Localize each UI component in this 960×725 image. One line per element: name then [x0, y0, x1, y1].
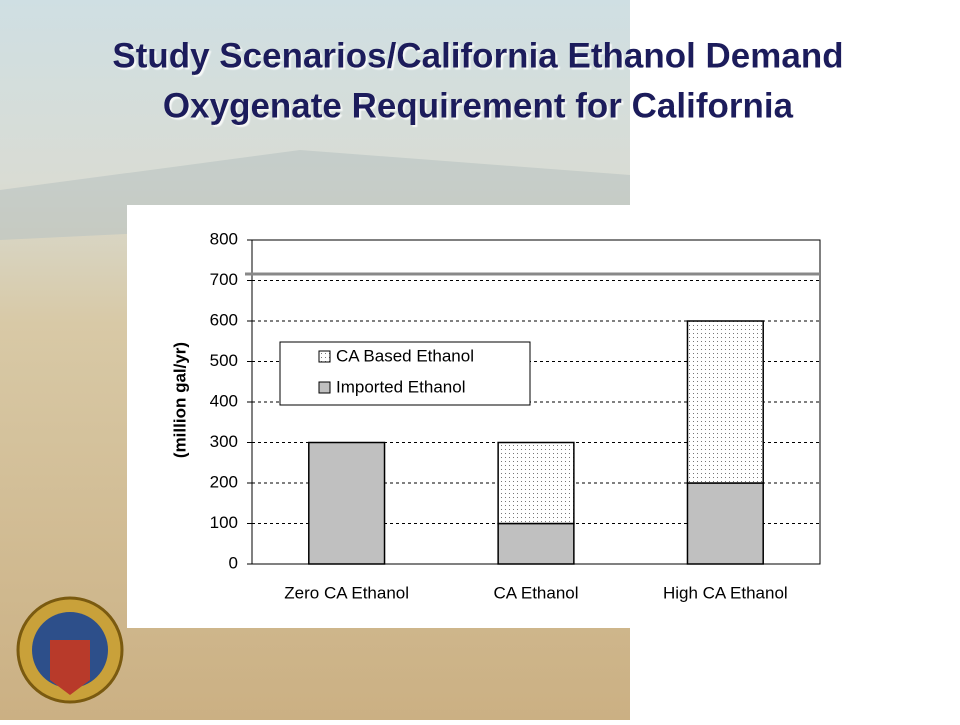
plot-border [251, 239, 821, 565]
y-tick-label: 700 [210, 270, 238, 289]
seal [16, 596, 124, 704]
y-axis-label: (million gal/yr) [170, 342, 189, 458]
y-tick-label: 800 [210, 229, 238, 248]
y-tick-label: 200 [210, 472, 238, 491]
bar-segment [308, 441, 386, 565]
bar-segment [686, 320, 764, 484]
legend-swatch [318, 381, 331, 394]
x-tick-label: High CA Ethanol [663, 583, 788, 602]
y-tick-label: 500 [210, 351, 238, 370]
title-line: Oxygenate Requirement for California [163, 86, 794, 125]
bar-segment [497, 522, 575, 565]
y-tick-label: 400 [210, 391, 238, 410]
x-tick-label: CA Ethanol [493, 583, 578, 602]
legend-swatch [318, 350, 331, 363]
y-tick-label: 300 [210, 432, 238, 451]
legend-label: Imported Ethanol [336, 377, 465, 396]
y-tick-label: 100 [210, 513, 238, 532]
y-tick-label: 600 [210, 310, 238, 329]
y-tick-label: 0 [229, 553, 238, 572]
bar-segment [497, 441, 575, 525]
bar-segment [686, 482, 764, 565]
x-tick-label: Zero CA Ethanol [284, 583, 409, 602]
legend-label: CA Based Ethanol [336, 346, 474, 365]
title-line: Study Scenarios/California Ethanol Deman… [112, 36, 843, 75]
